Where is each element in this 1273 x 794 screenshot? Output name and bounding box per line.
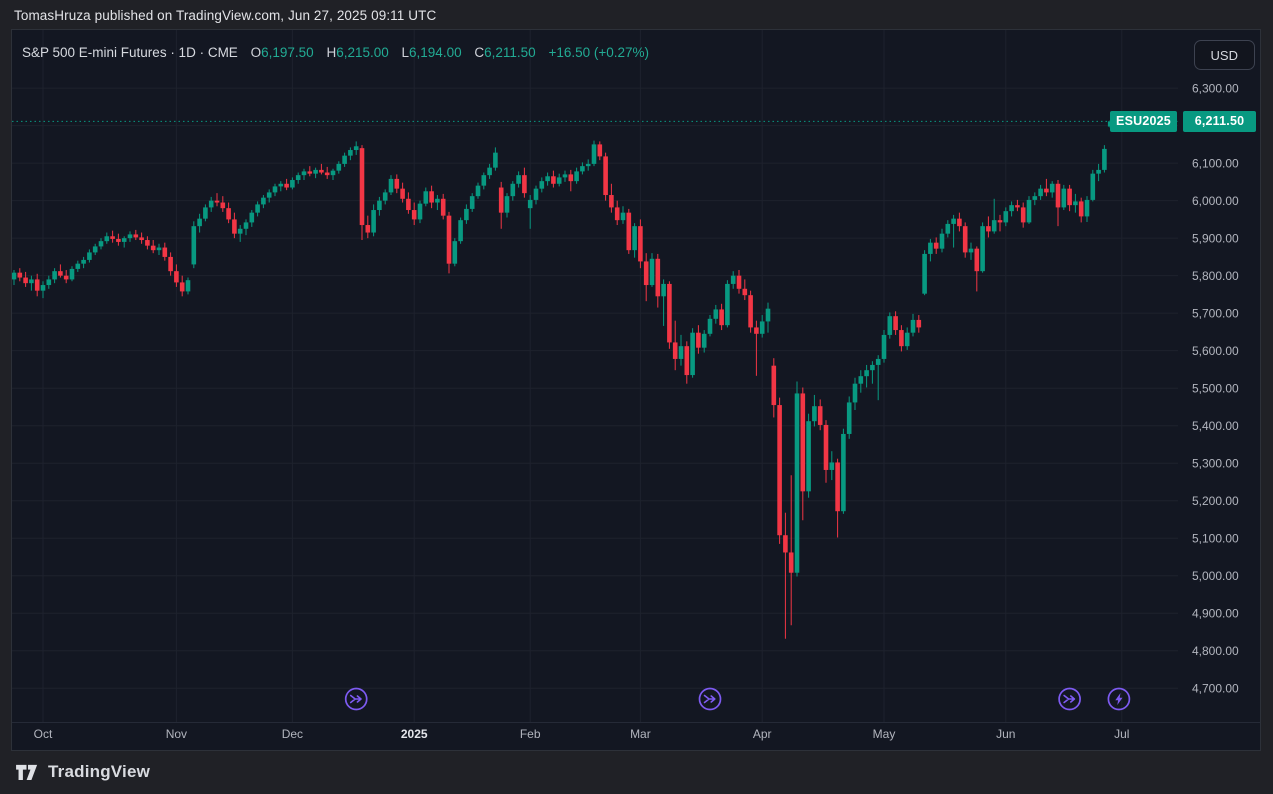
change-value: +16.50 (+0.27%) [548,45,650,60]
symbol-title: S&P 500 E-mini Futures · 1D · CME [22,45,238,60]
svg-text:Nov: Nov [166,727,187,741]
open-label: O [250,45,262,60]
svg-text:May: May [873,727,896,741]
svg-text:5,600.00: 5,600.00 [1192,344,1239,358]
svg-text:5,900.00: 5,900.00 [1192,232,1239,246]
tradingview-logo-icon[interactable] [14,763,39,781]
svg-text:5,400.00: 5,400.00 [1192,419,1239,433]
close-label: C [474,45,485,60]
footer-bar: TradingView [0,750,1273,794]
last-price-tag: 6,211.50 [1183,110,1256,132]
contract-symbol-tag: ESU2025 [1110,110,1177,132]
chart-panel: 6,300.00 6,100.00 6,000.00 5,900.00 5,800.00… [12,30,1260,750]
svg-text:Oct: Oct [34,727,53,741]
svg-text:4,800.00: 4,800.00 [1192,644,1239,658]
svg-text:Jun: Jun [996,727,1015,741]
svg-text:5,200.00: 5,200.00 [1192,494,1239,508]
currency-toggle-button[interactable]: USD [1193,40,1255,70]
symbol-legend[interactable]: S&P 500 E-mini Futures · 1D · CME O6,197… [22,45,649,60]
svg-text:Mar: Mar [630,727,651,741]
svg-text:5,800.00: 5,800.00 [1192,269,1239,283]
candlestick-chart-canvas[interactable]: 6,300.00 6,100.00 6,000.00 5,900.00 5,800.00… [12,30,1260,750]
svg-text:Apr: Apr [753,727,772,741]
low-value: 6,194.00 [409,45,462,60]
attribution-text: TomasHruza published on TradingView.com,… [14,7,437,23]
svg-text:5,500.00: 5,500.00 [1192,382,1239,396]
svg-text:Jul: Jul [1114,727,1129,741]
svg-text:5,100.00: 5,100.00 [1192,532,1239,546]
svg-text:4,700.00: 4,700.00 [1192,682,1239,696]
high-value: 6,215.00 [336,45,389,60]
svg-text:6,000.00: 6,000.00 [1192,194,1239,208]
svg-text:4,900.00: 4,900.00 [1192,607,1239,621]
svg-text:Dec: Dec [282,727,303,741]
low-label: L [401,45,410,60]
svg-text:Feb: Feb [520,727,541,741]
svg-text:2025: 2025 [401,727,428,741]
svg-text:5,700.00: 5,700.00 [1192,307,1239,321]
svg-text:5,000.00: 5,000.00 [1192,569,1239,583]
tradingview-wordmark[interactable]: TradingView [48,762,151,781]
svg-text:6,300.00: 6,300.00 [1192,82,1239,96]
open-value: 6,197.50 [261,45,314,60]
attribution-bar: TomasHruza published on TradingView.com,… [0,0,1273,30]
svg-text:5,300.00: 5,300.00 [1192,457,1239,471]
close-value: 6,211.50 [484,45,536,60]
svg-text:6,100.00: 6,100.00 [1192,157,1239,171]
high-label: H [326,45,337,60]
